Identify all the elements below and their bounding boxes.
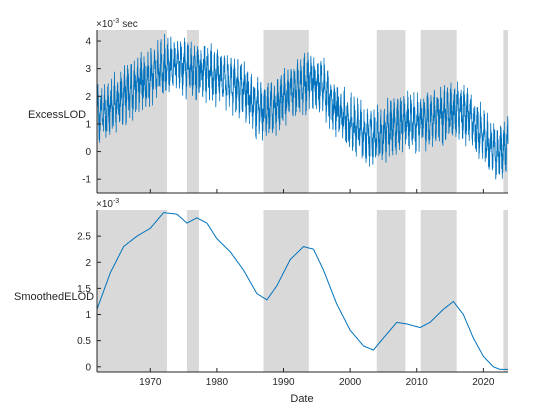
x-axis-label: Date [290,393,313,405]
excess-lod-ylabel: ExcessLOD [28,109,86,121]
smoothed-elod-shaded-period [97,210,167,372]
smoothed-elod-ytick-label: 1.5 [77,284,91,295]
smoothed-elod-ytick-label: 2.5 [77,232,91,243]
excess-lod-ytick-label: 3 [85,64,91,75]
xtick-label: 2010 [406,377,429,388]
smoothed-elod-ytick-label: 0.5 [77,336,91,347]
smoothed-elod-plot: 0 0.5 1 1.5 2 2.5 1970 1980 1990 2000 2010 2020 [77,210,508,388]
excess-lod-shaded-period [97,30,167,193]
excess-lod-series-line [96,33,509,180]
excess-lod-plot: -1 0 1 2 3 4 [82,30,509,194]
smoothed-elod-multiplier: ×10-3 [96,198,119,210]
smoothed-elod-shaded-period [186,210,199,372]
excess-lod-multiplier: ×10-3 sec [96,18,138,30]
excess-lod-ytick-label: 1 [85,119,91,130]
smoothed-elod-ylabel: SmoothedELOD [14,291,94,303]
xtick-label: 1970 [139,377,162,388]
smoothed-elod-ytick-label: 2 [85,258,91,269]
excess-lod-ytick-label: 2 [85,92,91,103]
smoothed-elod-ytick-label: 1 [85,310,91,321]
xtick-label: 1990 [272,377,295,388]
smoothed-elod-ytick-label: 0 [85,362,91,373]
xtick-label: 2020 [472,377,495,388]
xtick-label: 2000 [339,377,362,388]
smoothed-elod-series-line [96,212,508,370]
excess-lod-ytick-label: -1 [82,175,91,186]
smoothed-elod-shaded-period [376,210,406,372]
excess-lod-ytick-label: 0 [85,147,91,158]
xtick-label: 1980 [206,377,229,388]
smoothed-elod-shaded-period [263,210,309,372]
excess-lod-shaded-period [186,30,199,193]
smoothed-elod-shaded-period [420,210,457,372]
excess-lod-ytick-label: 4 [85,37,91,48]
smoothed-elod-shaded-period [503,210,508,372]
excess-lod-shaded-period [503,30,508,193]
